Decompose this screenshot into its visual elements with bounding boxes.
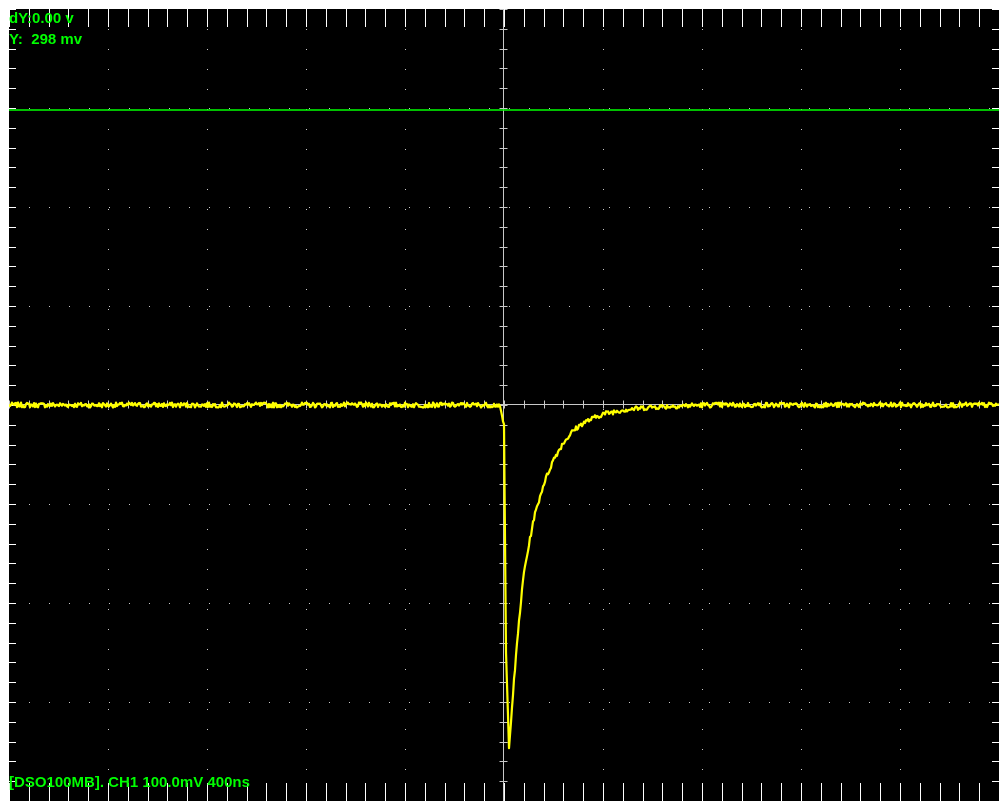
dy-readout: dY:0.00 v [9, 10, 74, 27]
traces [9, 109, 999, 750]
ch1-trace [9, 401, 999, 750]
oscilloscope-screen[interactable]: dY:0.00 v Y: 298 mv [DSO100MB]. CH1 100.… [9, 9, 999, 801]
y-readout: Y: 298 mv [9, 31, 83, 48]
waveform-plot [9, 9, 999, 801]
status-line: [DSO100MB]. CH1 100.0mV 400ns [9, 774, 250, 791]
